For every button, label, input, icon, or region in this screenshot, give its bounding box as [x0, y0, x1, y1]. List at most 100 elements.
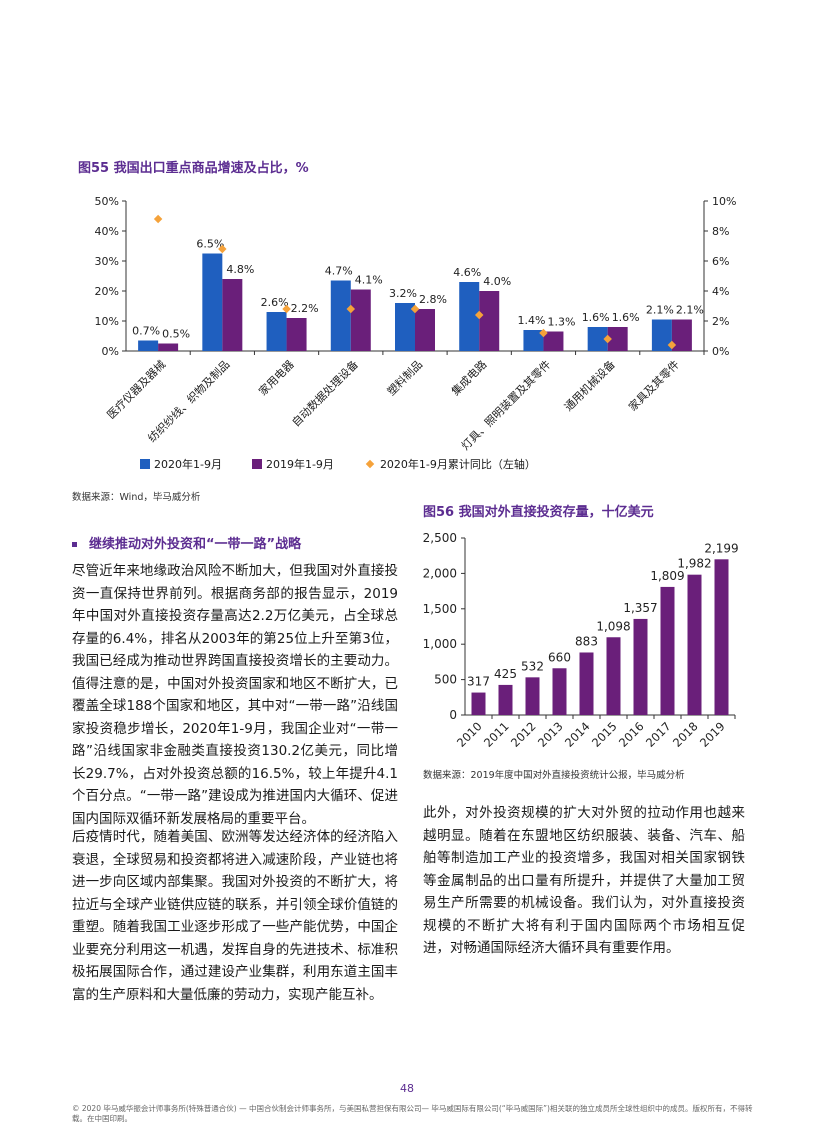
bar [552, 668, 567, 715]
bar-label: 532 [521, 659, 544, 673]
yoy-marker [667, 340, 677, 350]
bar-label: 660 [548, 650, 571, 664]
year-label: 2019 [697, 719, 728, 750]
bar [714, 559, 729, 715]
bar [471, 692, 486, 715]
bar-2020 [459, 282, 480, 351]
bar-2019 [607, 327, 628, 351]
bar-label-2019: 2.2% [291, 302, 319, 315]
right-tick-label: 0% [712, 345, 729, 358]
bar-label-2019: 4.8% [226, 263, 254, 276]
section-heading: 继续推动对外投资和“一带一路”战略 [72, 533, 301, 552]
right-tick-label: 4% [712, 285, 729, 298]
yoy-marker [346, 304, 356, 314]
y-tick-label: 1,000 [423, 637, 457, 651]
yoy-marker [282, 304, 291, 314]
bar-label-2020: 6.5% [196, 238, 224, 251]
bar-label: 1,357 [623, 601, 657, 615]
figure56-title: 图56 我国对外直接投资存量，十亿美元 [423, 505, 654, 520]
year-label: 2010 [454, 719, 485, 750]
paragraph-1: 尽管近年来地缘政治风险不断加大，但我国对外直接投资一直保持世界前列。根据商务部的… [72, 563, 398, 827]
y-tick-label: 1,500 [423, 602, 457, 616]
bar-2019 [479, 291, 500, 351]
left-tick-label: 50% [95, 195, 119, 208]
legend-item-2020: 2020年1-9月 [140, 456, 222, 472]
bar-label-2020: 2.1% [646, 304, 674, 317]
figure55-title: 图55 我国出口重点商品增速及占比，% [78, 161, 309, 176]
bar-2020 [395, 303, 415, 351]
bar [525, 677, 540, 715]
bar-2020 [587, 327, 608, 351]
year-label: 2016 [616, 719, 647, 750]
yoy-marker [474, 310, 484, 320]
section-bullet [72, 542, 77, 547]
legend-label-2020: 2020年1-9月 [154, 458, 222, 471]
bar-2020 [523, 330, 544, 351]
left-tick-label: 30% [95, 255, 119, 268]
bar [687, 574, 702, 715]
bar-label-2019: 4.0% [483, 275, 511, 288]
y-tick-label: 0 [449, 708, 457, 722]
legend-swatch-2020 [140, 459, 150, 469]
y-tick-label: 500 [434, 673, 457, 687]
yoy-marker [603, 334, 612, 344]
bar-label-2020: 0.7% [132, 325, 160, 338]
bar-label: 317 [467, 675, 490, 689]
bar-2020 [202, 253, 223, 351]
paragraph-3: 此外，对外投资规模的扩大对外贸的拉动作用也越来越明显。随着在东盟地区纺织服装、装… [423, 805, 745, 956]
page-number: 48 [400, 1082, 414, 1095]
year-label: 2018 [670, 719, 701, 750]
bar-label: 883 [575, 634, 598, 648]
y-tick-label: 2,500 [423, 531, 457, 545]
bar-label-2019: 4.1% [355, 274, 383, 287]
left-tick-label: 20% [95, 285, 119, 298]
bar-label: 425 [494, 667, 517, 681]
year-label: 2011 [481, 719, 512, 750]
bar-2020 [138, 340, 159, 351]
bar [579, 652, 594, 715]
bar-label-2019: 1.6% [612, 311, 640, 324]
bar-2020 [266, 312, 287, 351]
legend-item-yoy: 2020年1-9月累计同比（左轴） [364, 456, 536, 472]
right-tick-label: 6% [712, 255, 729, 268]
odi-stock-chart: 0 500 1,000 1,500 2,000 2,500 317 2010 425 2011 53… [423, 531, 739, 750]
bar-label: 1,982 [677, 557, 711, 571]
legend-label-yoy: 2020年1-9月累计同比（左轴） [379, 458, 536, 471]
legend-label-2019: 2019年1-9月 [265, 458, 334, 471]
bar-2020 [330, 280, 351, 351]
bar-label-2020: 4.6% [453, 266, 481, 279]
bar-2020 [651, 319, 672, 351]
bar [606, 637, 621, 715]
bar-label-2020: 4.7% [325, 265, 353, 278]
bar [660, 586, 675, 715]
source-chart2: 数据来源：2019年度中国对外直接投资统计公报，毕马威分析 [423, 770, 685, 781]
year-label: 2012 [508, 719, 539, 750]
bar-label-2019: 2.8% [419, 293, 447, 306]
right-tick-label: 2% [712, 315, 729, 328]
y-tick-label: 2,000 [423, 566, 457, 580]
source-chart1: 数据来源：Wind，毕马威分析 [72, 492, 201, 503]
bar-label: 1,098 [596, 619, 630, 633]
bar-label: 1,809 [650, 569, 684, 583]
bar-label: 2,199 [704, 541, 738, 555]
bar-label-2020: 3.2% [389, 287, 417, 300]
yoy-marker [218, 244, 227, 254]
yoy-marker [153, 214, 163, 224]
yoy-marker [539, 328, 548, 338]
right-tick-label: 10% [712, 195, 736, 208]
left-tick-label: 0% [102, 345, 119, 358]
yoy-marker [410, 304, 420, 314]
year-label: 2017 [643, 719, 674, 750]
bar-label-2019: 0.5% [162, 328, 190, 341]
year-label: 2014 [562, 719, 593, 750]
bar-label-2020: 2.6% [261, 296, 289, 309]
bar-2019 [671, 319, 692, 351]
bar-2019 [415, 309, 435, 351]
year-label: 2015 [589, 719, 620, 750]
section-heading-text: 继续推动对外投资和“一带一路”战略 [89, 537, 302, 552]
bar-label-2020: 1.6% [582, 311, 610, 324]
export-goods-chart: 0%10%20%30%40%50%0%2%4%6%8%10%0.7% 0.5%医疗… [95, 195, 737, 453]
bar-label-2019: 1.3% [547, 316, 575, 329]
legend-item-2019: 2019年1-9月 [251, 456, 334, 472]
year-label: 2013 [535, 719, 566, 750]
